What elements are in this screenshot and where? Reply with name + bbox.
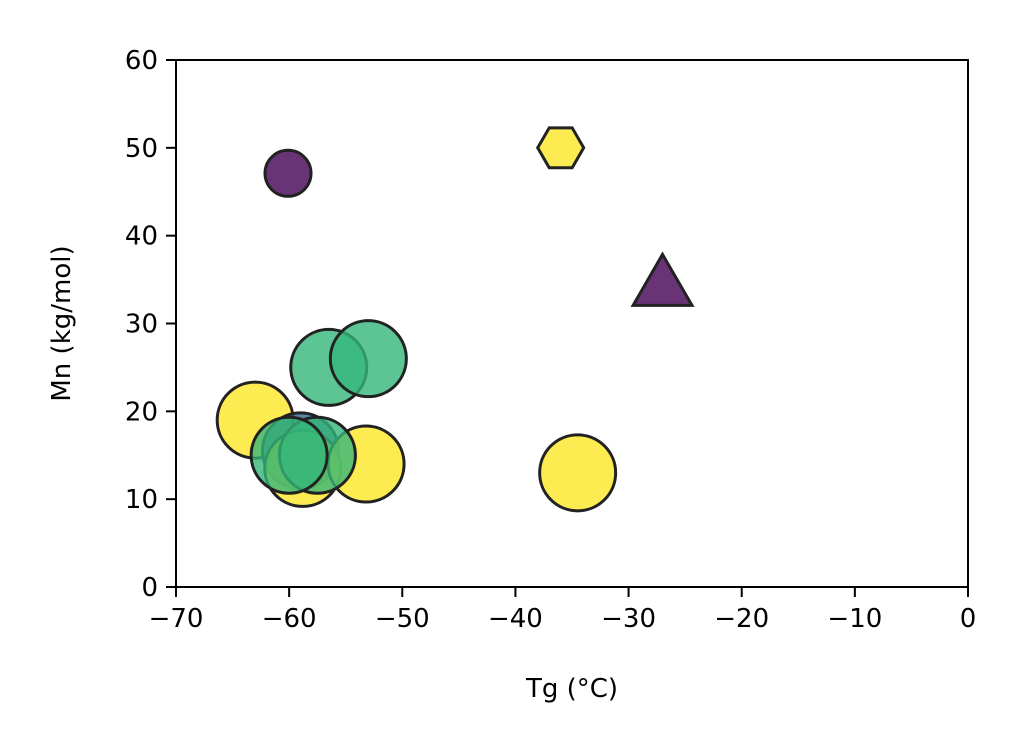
x-tick-label: 0 (960, 604, 977, 634)
y-tick-label: 30 (125, 310, 158, 340)
markers-layer (215, 126, 695, 513)
y-tick-label: 50 (125, 134, 158, 164)
y-tick-label: 60 (125, 46, 158, 76)
y-axis: 0 10 20 30 40 50 60 (125, 46, 176, 603)
y-axis-label: Mn (kg/mol) (47, 245, 77, 401)
x-tick-label: −50 (375, 604, 430, 634)
data-point-circle (263, 148, 313, 198)
y-tick-label: 10 (125, 485, 158, 515)
x-tick-label: −40 (488, 604, 543, 634)
x-axis: −70 −60 −50 −40 −30 −20 −10 0 (149, 587, 977, 634)
data-point-circle (538, 433, 618, 513)
y-tick-label: 20 (125, 397, 158, 427)
data-point-circle (249, 415, 329, 495)
y-tick-label: 40 (125, 222, 158, 252)
data-point-hexagon (535, 126, 586, 170)
x-tick-label: −60 (262, 604, 317, 634)
x-tick-label: −30 (601, 604, 656, 634)
x-tick-label: −10 (827, 604, 882, 634)
x-axis-label: Tg (°C) (525, 674, 618, 704)
x-tick-label: −70 (149, 604, 204, 634)
x-tick-label: −20 (714, 604, 769, 634)
data-point-triangle (630, 251, 695, 307)
y-tick-label: 0 (141, 573, 158, 603)
data-point-circle (328, 319, 408, 399)
